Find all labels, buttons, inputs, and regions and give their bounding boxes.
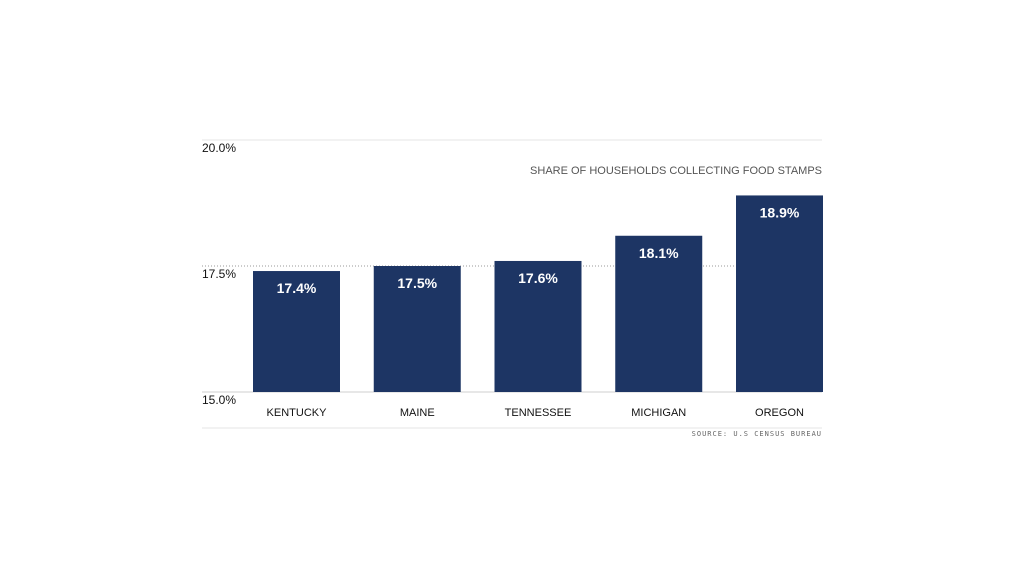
category-label: TENNESSEE	[505, 407, 572, 419]
data-label: 18.1%	[639, 245, 679, 261]
bar-maine	[373, 266, 461, 392]
y-tick-label: 20.0%	[202, 141, 236, 155]
chart-title: SHARE OF HOUSEHOLDS COLLECTING FOOD STAM…	[530, 165, 822, 177]
category-label: OREGON	[755, 407, 804, 419]
bar-kentucky	[253, 271, 340, 392]
category-label: MAINE	[400, 407, 435, 419]
bar-oregon	[736, 195, 823, 392]
y-tick-label: 15.0%	[202, 393, 236, 407]
data-label: 17.5%	[397, 275, 437, 291]
category-label: MICHIGAN	[631, 407, 686, 419]
y-axis-ticks: 15.0% 17.5% 20.0%	[202, 141, 236, 407]
category-label: KENTUCKY	[267, 407, 328, 419]
source-note: SOURCE: U.S CENSUS BUREAU	[692, 430, 822, 438]
category-labels: KENTUCKY MAINE TENNESSEE MICHIGAN OREGON	[267, 407, 804, 419]
data-label: 18.9%	[760, 204, 800, 220]
bars: 17.4% 17.5% 17.6% 18.1% 18.9%	[253, 195, 823, 392]
bar-michigan	[615, 235, 703, 392]
y-tick-label: 17.5%	[202, 267, 236, 281]
data-label: 17.6%	[518, 270, 558, 286]
bar-tennessee	[494, 260, 582, 392]
data-label: 17.4%	[277, 280, 317, 296]
